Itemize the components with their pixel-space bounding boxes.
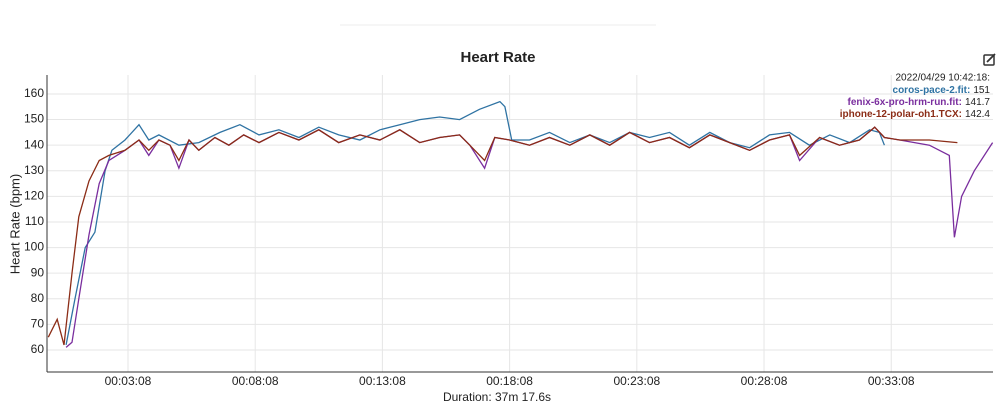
y-tick-label: 120	[24, 189, 44, 203]
edit-icon[interactable]	[983, 53, 996, 66]
y-tick-label: 90	[31, 265, 45, 279]
tooltip-value: 142.4	[965, 109, 990, 120]
tooltip-value: 151	[973, 85, 990, 96]
x-tick-label: 00:28:08	[741, 374, 788, 388]
chart-title: Heart Rate	[460, 49, 535, 66]
x-tick-label: 00:08:08	[232, 374, 279, 388]
tooltip-series-name: fenix-6x-pro-hrm-run.fit:	[848, 97, 962, 108]
y-tick-label: 160	[24, 86, 44, 100]
x-axis-label: Duration: 37m 17.6s	[443, 390, 551, 404]
tooltip-title: 2022/04/29 10:42:18:	[895, 73, 990, 84]
series-line	[65, 100, 886, 346]
x-tick-label: 00:13:08	[359, 374, 406, 388]
tooltip-item: fenix-6x-pro-hrm-run.fit: 141.7	[848, 97, 991, 108]
y-tick-label: 130	[24, 163, 44, 177]
y-tick-label: 110	[25, 214, 44, 228]
tooltip-series-name: iphone-12-polar-oh1.TCX:	[840, 109, 962, 120]
y-tick-label: 70	[31, 317, 45, 331]
y-tick-label: 100	[24, 240, 44, 254]
tooltip-item: coros-pace-2.fit: 151	[893, 85, 991, 96]
tooltip-item: iphone-12-polar-oh1.TCX: 142.4	[840, 109, 991, 120]
y-tick-label: 60	[31, 342, 45, 356]
x-tick-label: 00:18:08	[486, 374, 533, 388]
y-tick-label: 80	[31, 291, 45, 305]
series-line	[65, 126, 994, 348]
y-tick-label: 140	[24, 137, 44, 151]
y-axis-label: Heart Rate (bpm)	[7, 174, 22, 274]
x-tick-label: 00:33:08	[868, 374, 915, 388]
tooltip-value: 141.7	[965, 97, 990, 108]
x-tick-label: 00:03:08	[105, 374, 152, 388]
x-tick-label: 00:23:08	[613, 374, 660, 388]
tooltip-series-name: coros-pace-2.fit:	[893, 85, 971, 96]
series-line	[47, 126, 958, 346]
y-tick-label: 150	[24, 112, 44, 126]
